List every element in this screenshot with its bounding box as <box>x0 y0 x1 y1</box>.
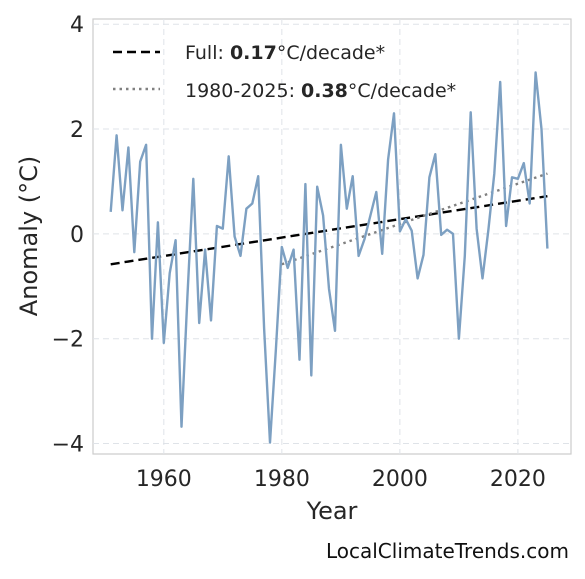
x-tick-label: 2000 <box>372 467 428 492</box>
x-tick-labels: 1960 1980 2000 2020 <box>136 467 546 492</box>
y-tick-labels: −4 −2 0 2 4 <box>52 13 84 457</box>
plot-area <box>92 18 572 455</box>
legend-recent-prefix: 1980-2025: <box>185 80 301 102</box>
x-tick-label: 1960 <box>136 467 192 492</box>
legend-full-prefix: Full: <box>185 42 230 64</box>
legend-recent-suffix: °C/decade* <box>348 80 456 102</box>
legend-recent-label: 1980-2025: 0.38°C/decade* <box>185 80 456 102</box>
y-tick-label: 4 <box>70 13 84 38</box>
legend-full-label: Full: 0.17°C/decade* <box>185 42 385 64</box>
gridlines <box>93 19 571 454</box>
legend-full-value: 0.17 <box>230 42 277 64</box>
anomaly-line <box>109 71 549 444</box>
anomaly-series <box>109 71 549 444</box>
y-tick-label: 2 <box>70 118 84 143</box>
y-tick-label: −4 <box>52 433 84 458</box>
y-tick-label: 0 <box>70 223 84 248</box>
x-tick-label: 1980 <box>254 467 310 492</box>
x-tick-label: 2020 <box>490 467 546 492</box>
x-axis-label: Year <box>306 497 358 525</box>
legend-full-suffix: °C/decade* <box>277 42 385 64</box>
legend: Full: 0.17°C/decade* 1980-2025: 0.38°C/d… <box>113 42 456 102</box>
site-credit: LocalClimateTrends.com <box>326 539 569 563</box>
y-tick-label: −2 <box>52 328 84 353</box>
y-axis-label: Anomaly (°C) <box>15 156 43 316</box>
legend-recent-value: 0.38 <box>301 80 348 102</box>
